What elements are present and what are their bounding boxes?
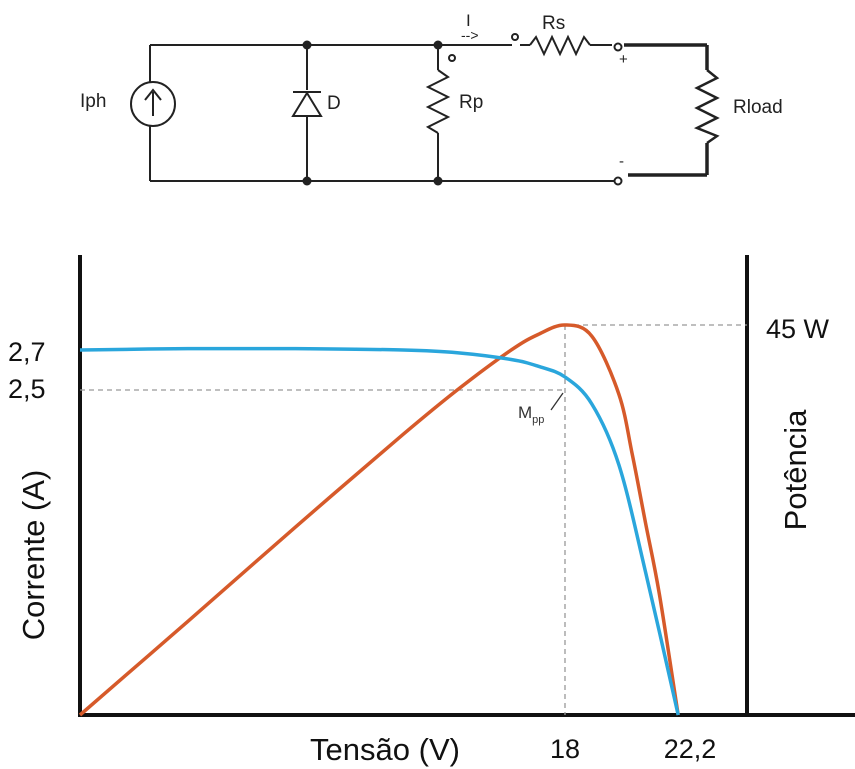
x-axis-title: Tensão (V)	[310, 732, 460, 767]
y2-tick-label: 45 W	[766, 314, 830, 344]
diode-label: D	[327, 93, 341, 114]
terminal-node	[511, 33, 519, 41]
y-tick-label: 2,7	[8, 337, 46, 367]
mpp-label-sub: pp	[532, 414, 544, 426]
y-axis-title: Corrente (A)	[16, 470, 51, 641]
series-resistor	[520, 34, 612, 57]
series-label: Rs	[542, 13, 565, 34]
shunt-zigzag	[425, 69, 451, 134]
current-source-circle	[130, 81, 176, 127]
junction-dots	[302, 40, 443, 186]
current-label: I	[466, 11, 471, 30]
junction-dot	[302, 176, 312, 186]
series-zigzag	[529, 34, 591, 57]
diode	[291, 45, 323, 181]
current-source	[130, 81, 176, 127]
shunt-resistor	[425, 45, 451, 181]
load-branch	[624, 43, 709, 177]
terminal-node	[613, 42, 623, 52]
current-source-arrow-head	[144, 88, 162, 101]
mpp-label-main: M	[518, 403, 532, 422]
terminal-node	[448, 54, 456, 62]
chart: Mpp 2,7 2,5 45 W 18 22,2 Tensão (V) Corr…	[8, 255, 855, 767]
y2-axis-title: Potência	[778, 409, 813, 530]
mpp-label: Mpp	[518, 403, 544, 426]
load-label: Rload	[733, 97, 783, 118]
current-arrow-label: -->	[461, 27, 479, 43]
junction-dot	[302, 40, 312, 50]
x-tick-label: 18	[550, 734, 580, 764]
circuit-diagram	[130, 33, 720, 186]
diode-triangle	[291, 91, 323, 117]
power-curve	[78, 323, 680, 717]
terminal-node	[613, 176, 623, 186]
plus-label: +	[619, 51, 628, 68]
load-resistor-zigzag	[693, 69, 720, 145]
junction-dot	[433, 176, 443, 186]
shunt-label: Rp	[459, 92, 483, 113]
mpp-pointer	[550, 392, 564, 411]
y-tick-label: 2,5	[8, 374, 46, 404]
x-tick-label: 22,2	[664, 734, 717, 764]
current-curve	[79, 346, 680, 716]
minus-label: -	[619, 153, 624, 170]
junction-dot	[433, 40, 443, 50]
source-label: Iph	[80, 91, 106, 112]
guide-lines	[80, 324, 747, 715]
